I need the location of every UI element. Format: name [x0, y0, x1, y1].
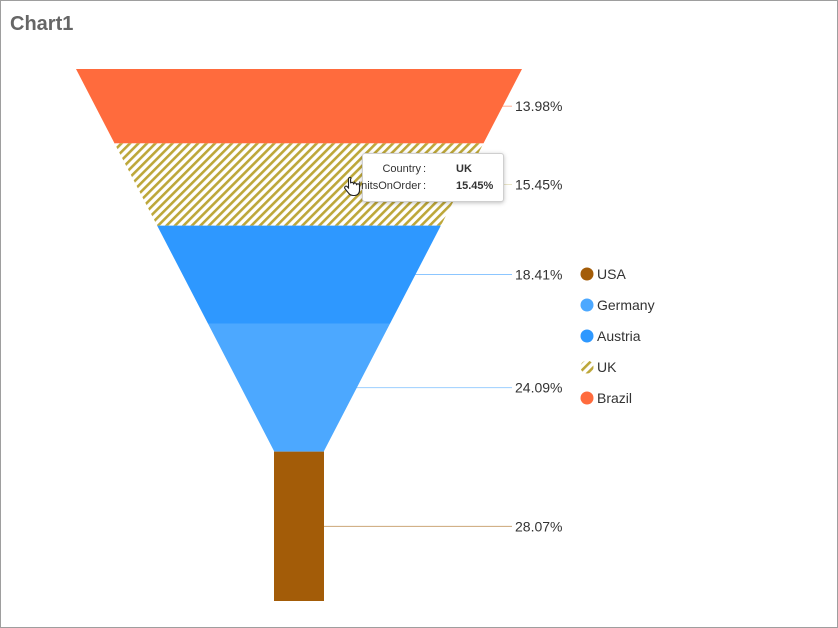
data-label-uk: 15.45% — [515, 176, 562, 192]
legend-marker-austria[interactable] — [580, 329, 594, 343]
data-label-usa: 28.07% — [515, 518, 562, 534]
legend-marker-brazil[interactable] — [580, 391, 594, 405]
data-label-brazil: 13.98% — [515, 98, 562, 114]
tooltip-key: UnitsOnOrder — [353, 180, 421, 192]
data-label-austria: 18.41% — [515, 267, 562, 283]
legend-label-germany[interactable]: Germany — [597, 297, 655, 313]
tooltip: Country : UK UnitsOnOrder : 15.45% — [353, 153, 504, 202]
legend-marker-germany[interactable] — [580, 298, 594, 312]
hand-cursor-icon — [344, 176, 361, 197]
legend-marker-usa[interactable] — [580, 267, 594, 281]
legend-label-uk[interactable]: UK — [597, 359, 617, 375]
data-label-germany: 24.09% — [515, 380, 562, 396]
legend-label-brazil[interactable]: Brazil — [597, 390, 632, 406]
funnel-segment-usa[interactable] — [274, 451, 324, 601]
tooltip-key: Country — [382, 163, 421, 175]
legend-label-usa[interactable]: USA — [597, 266, 626, 282]
tooltip-value: UK — [456, 163, 472, 175]
legend-marker-uk[interactable] — [580, 360, 594, 374]
funnel-segment-austria[interactable] — [157, 225, 441, 324]
funnel-segment-germany[interactable] — [207, 323, 391, 452]
legend-label-austria[interactable]: Austria — [597, 328, 641, 344]
chart-title: Chart1 — [10, 13, 74, 35]
tooltip-value: 15.45% — [456, 180, 494, 192]
funnel-segment-brazil[interactable] — [76, 69, 522, 144]
